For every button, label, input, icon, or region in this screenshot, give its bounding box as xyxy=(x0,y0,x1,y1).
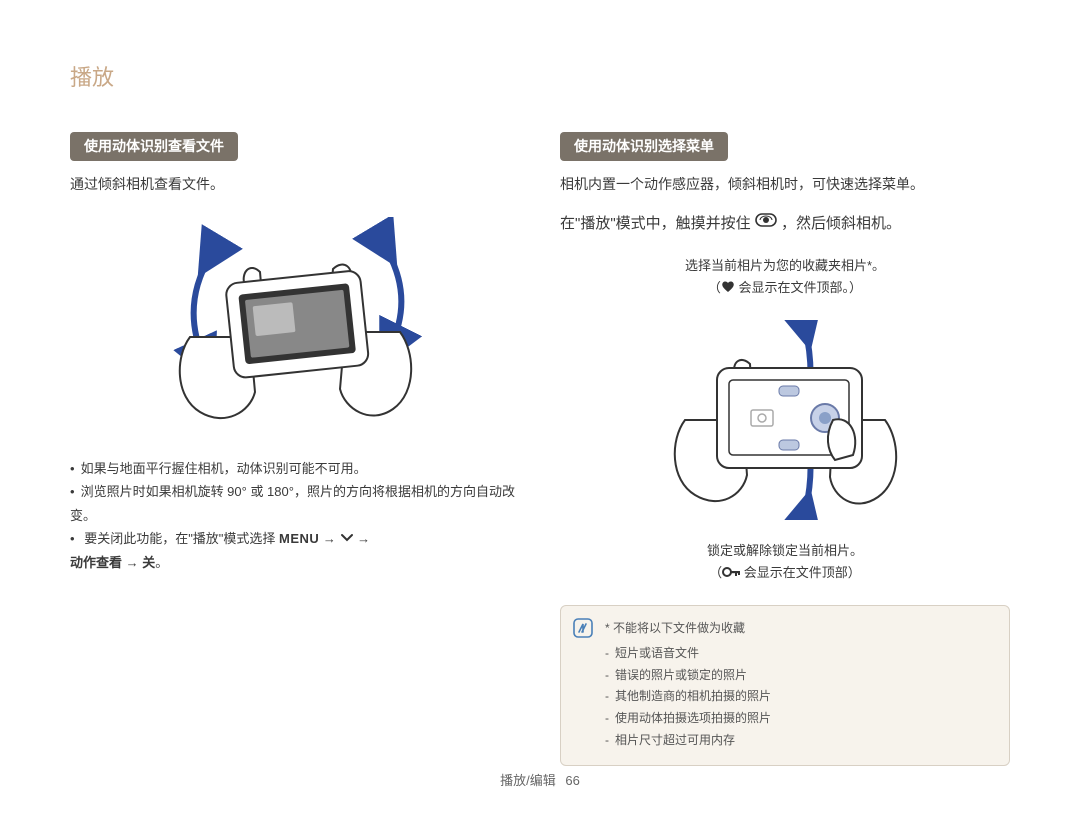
text-fragment: （ xyxy=(709,565,722,580)
manual-page: 播放 使用动体识别查看文件 通过倾斜相机查看文件。 xyxy=(0,0,1080,806)
arrow-text: → xyxy=(319,531,339,546)
heart-icon xyxy=(721,278,735,300)
left-section-heading: 使用动体识别查看文件 xyxy=(70,132,238,161)
footer-section: 播放/编辑 xyxy=(500,773,556,788)
note-head: * 不能将以下文件做为收藏 xyxy=(605,618,995,640)
key-lock-icon xyxy=(722,563,740,585)
list-item: 短片或语音文件 xyxy=(605,643,995,665)
upper-annotation: 选择当前相片为您的收藏夹相片*。 （ 会显示在文件顶部。） xyxy=(560,255,1010,300)
instruction-line: 在"播放"模式中，触摸并按住 ，然后倾斜相机。 xyxy=(560,211,1010,238)
annot-line: 选择当前相片为您的收藏夹相片*。 xyxy=(560,255,1010,277)
two-column-layout: 使用动体识别查看文件 通过倾斜相机查看文件。 xyxy=(70,132,1010,766)
annot-line: 锁定或解除锁定当前相片。 xyxy=(560,540,1010,562)
left-bullet-list: 如果与地面平行握住相机，动体识别可能不可用。 浏览照片时如果相机旋转 90° 或… xyxy=(70,457,520,575)
list-item: 错误的照片或锁定的照片 xyxy=(605,665,995,687)
note-list: 短片或语音文件 错误的照片或锁定的照片 其他制造商的相机拍摄的照片 使用动体拍摄… xyxy=(605,643,995,751)
menu-icon: MENU xyxy=(279,531,319,546)
page-footer: 播放/编辑 66 xyxy=(0,770,1080,789)
right-section-heading: 使用动体识别选择菜单 xyxy=(560,132,728,161)
list-item: 浏览照片时如果相机旋转 90° 或 180°，照片的方向将根据相机的方向自动改变… xyxy=(70,480,520,527)
page-number: 66 xyxy=(565,773,579,788)
text-fragment: 会显示在文件顶部） xyxy=(740,565,861,580)
right-column: 使用动体识别选择菜单 相机内置一个动作感应器，倾斜相机时，可快速选择菜单。 在"… xyxy=(560,132,1010,766)
annot-line: （ 会显示在文件顶部。） xyxy=(560,277,1010,300)
right-intro-text: 相机内置一个动作感应器，倾斜相机时，可快速选择菜单。 xyxy=(560,173,1010,197)
text-fragment: 会显示在文件顶部。） xyxy=(735,280,862,295)
text-fragment: ，然后倾斜相机。 xyxy=(781,215,901,232)
text-fragment: 要关闭此功能，在"播放"模式选择 xyxy=(84,531,279,546)
text-fragment: （ xyxy=(708,280,721,295)
page-title: 播放 xyxy=(70,60,1010,92)
touch-tilt-illustration xyxy=(560,320,1010,520)
left-intro-text: 通过倾斜相机查看文件。 xyxy=(70,173,520,197)
list-item: 相片尺寸超过可用内存 xyxy=(605,730,995,752)
note-info-icon xyxy=(573,618,593,646)
text-fragment: 在"播放"模式中，触摸并按住 xyxy=(560,215,755,232)
lower-annotation: 锁定或解除锁定当前相片。 （ 会显示在文件顶部） xyxy=(560,540,1010,585)
list-item: 使用动体拍摄选项拍摄的照片 xyxy=(605,708,995,730)
list-item: 要关闭此功能，在"播放"模式选择 MENU → → 动作查看 → 关。 xyxy=(70,527,520,575)
arrow-text: → xyxy=(354,531,371,546)
left-column: 使用动体识别查看文件 通过倾斜相机查看文件。 xyxy=(70,132,520,766)
motion-touch-icon xyxy=(755,211,777,238)
tilt-camera-illustration xyxy=(70,217,520,437)
chevron-down-icon xyxy=(340,528,354,551)
annot-line: （ 会显示在文件顶部） xyxy=(560,562,1010,585)
bold-option-text: 动作查看 → 关 xyxy=(70,555,155,570)
note-box: * 不能将以下文件做为收藏 短片或语音文件 错误的照片或锁定的照片 其他制造商的… xyxy=(560,605,1010,767)
text-fragment: 。 xyxy=(155,555,168,570)
list-item: 其他制造商的相机拍摄的照片 xyxy=(605,686,995,708)
list-item: 如果与地面平行握住相机，动体识别可能不可用。 xyxy=(70,457,520,480)
